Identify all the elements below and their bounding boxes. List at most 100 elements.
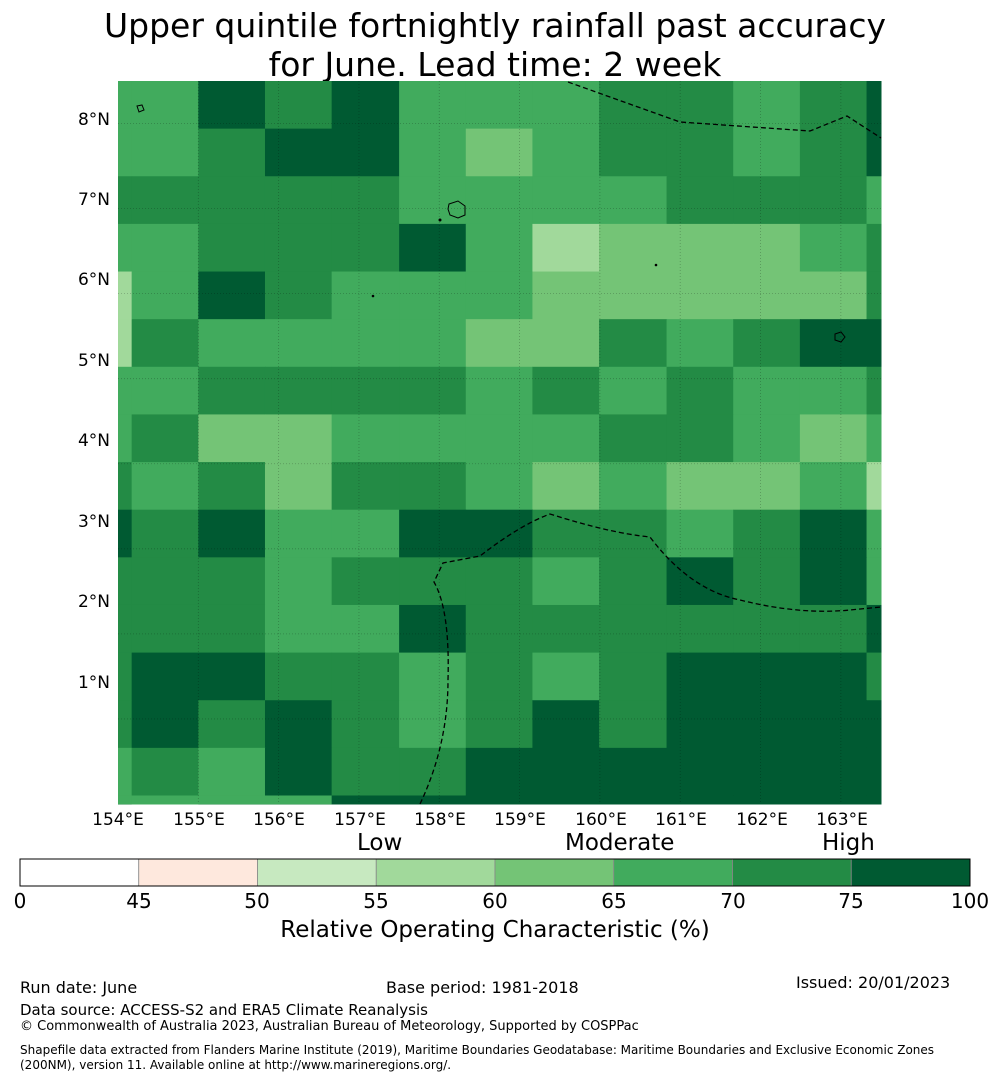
- map-cell: [118, 319, 133, 368]
- map-cell: [118, 509, 133, 558]
- lat-label-5n: 5°N: [77, 351, 110, 371]
- map-cell: [599, 81, 668, 130]
- map-cell: [866, 747, 882, 796]
- map-cell: [399, 804, 467, 805]
- map-cell: [198, 747, 266, 796]
- map-title-line-1: Upper quintile fortnightly rainfall past…: [103, 6, 887, 45]
- map-cell: [532, 223, 600, 273]
- map-cell: [599, 747, 668, 796]
- map-cell: [733, 223, 801, 273]
- map-cell: [131, 414, 199, 463]
- map-cell: [532, 81, 600, 130]
- map-cell: [465, 557, 533, 606]
- eez-boundary-north: [567, 81, 882, 139]
- colorbar-swatch: [494, 858, 615, 887]
- map-cell: [331, 319, 400, 368]
- map-cell: [399, 795, 467, 805]
- data-source: Data source: ACCESS-S2 and ERA5 Climate …: [20, 1001, 428, 1019]
- map-cell: [799, 557, 868, 606]
- map-cell: [733, 462, 801, 511]
- map-cell: [465, 700, 533, 749]
- map-cell: [733, 509, 801, 558]
- map-cell: [666, 223, 734, 273]
- map-cell: [599, 414, 668, 463]
- colorbar: [19, 858, 971, 887]
- map-cell: [198, 414, 266, 463]
- map-title: Upper quintile fortnightly rainfall past…: [0, 6, 990, 84]
- map-cell: [118, 366, 133, 415]
- map-cell: [131, 604, 199, 654]
- map-cell: [264, 366, 333, 415]
- map-cell: [799, 462, 868, 511]
- map-cell: [799, 747, 868, 796]
- colorbar-swatch: [138, 858, 258, 887]
- map-cell: [532, 319, 600, 368]
- map-cell: [198, 81, 266, 130]
- colorbar-tick-60: 60: [482, 889, 508, 913]
- map-cell: [198, 271, 266, 320]
- map-cell: [118, 795, 133, 805]
- map-cell: [866, 223, 882, 273]
- map-cell: [264, 509, 333, 558]
- map-cell: [599, 319, 668, 368]
- map-cell: [331, 795, 400, 805]
- map-cell: [532, 509, 600, 558]
- map-cell: [264, 271, 333, 320]
- map-cell: [264, 319, 333, 368]
- map-cell: [866, 652, 882, 701]
- map-cell: [264, 176, 333, 225]
- map-cell: [532, 176, 600, 225]
- map-cell: [666, 414, 734, 463]
- map-cell: [331, 81, 400, 130]
- issued-date: Issued: 20/01/2023: [796, 973, 951, 992]
- map-title-line-2: for June. Lead time: 2 week: [268, 45, 722, 84]
- map-cell: [465, 804, 533, 805]
- lon-label-161e: 161°E: [655, 810, 707, 830]
- map-cell: [733, 700, 801, 749]
- map-cell: [666, 795, 734, 805]
- map-cell: [799, 509, 868, 558]
- colorbar-frame: [19, 858, 971, 887]
- colorbar-tick-70: 70: [720, 889, 746, 913]
- map-cell: [331, 509, 400, 558]
- map-cell: [331, 462, 400, 511]
- map-cell: [532, 700, 600, 749]
- lat-label-7n: 7°N: [77, 190, 110, 210]
- map-cell: [118, 128, 133, 177]
- lon-label-163e: 163°E: [816, 810, 868, 830]
- map-cell: [399, 366, 467, 415]
- colorbar-tick-0: 0: [13, 889, 27, 913]
- map-cell: [118, 652, 133, 701]
- map-cell: [331, 747, 400, 796]
- map-cell: [532, 804, 600, 805]
- lon-label-159e: 159°E: [494, 810, 546, 830]
- map-cell: [399, 700, 467, 749]
- map-cell: [399, 557, 467, 606]
- map-cell: [198, 366, 266, 415]
- map-cell: [599, 795, 668, 805]
- map-cell: [131, 128, 199, 177]
- map-cell: [532, 604, 600, 654]
- map-cell: [532, 557, 600, 606]
- map-cell: [599, 462, 668, 511]
- map-cell: [331, 557, 400, 606]
- map-cell: [118, 271, 133, 320]
- lat-label-3n: 3°N: [77, 512, 110, 532]
- map-cell: [799, 366, 868, 415]
- map-cell: [799, 223, 868, 273]
- islet-3: [371, 294, 375, 298]
- map-cell: [599, 604, 668, 654]
- map-cell: [799, 176, 868, 225]
- map-cell: [866, 319, 882, 368]
- island-kosrae: [834, 331, 846, 343]
- map-cell: [331, 176, 400, 225]
- lon-label-155e: 155°E: [173, 810, 225, 830]
- colorbar-swatch: [850, 858, 971, 887]
- map-cell: [118, 462, 133, 511]
- run-date: Run date: June: [20, 978, 138, 997]
- map-cell: [733, 128, 801, 177]
- map-cell: [465, 747, 533, 796]
- map-cell: [131, 795, 199, 805]
- map-cell: [733, 652, 801, 701]
- map-cell: [465, 176, 533, 225]
